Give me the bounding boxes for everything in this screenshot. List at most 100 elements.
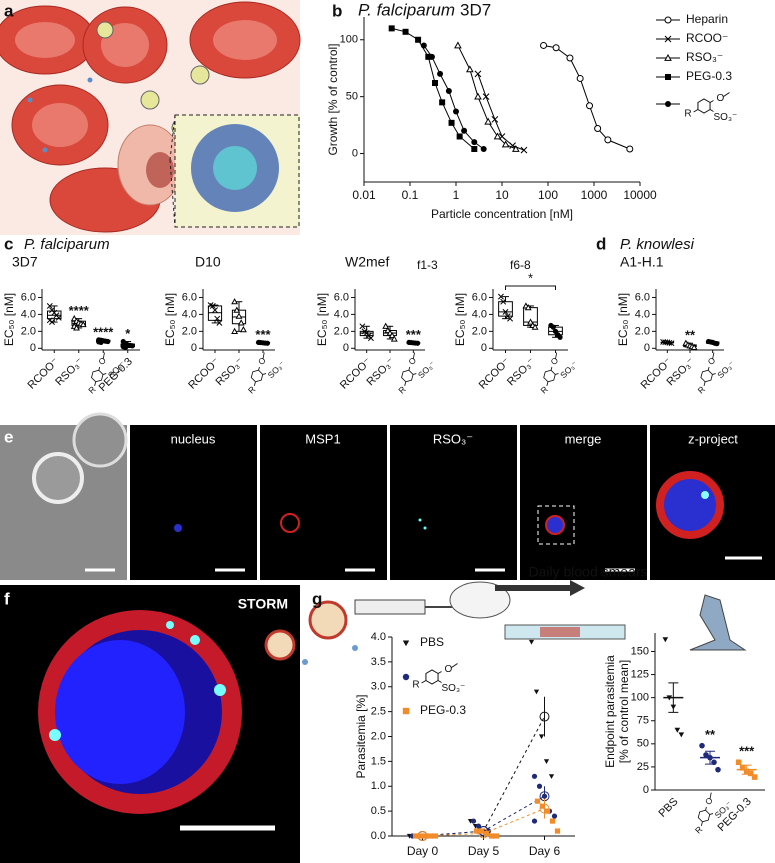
- mean-marker: [539, 803, 550, 814]
- marker: [478, 828, 485, 834]
- significance: **: [685, 328, 696, 343]
- marker: [557, 334, 563, 340]
- y-tick-label: 6.0: [334, 291, 349, 303]
- marker: [231, 327, 239, 334]
- y-tick-label: 25: [637, 761, 649, 773]
- bracket: [505, 285, 556, 290]
- ring: [425, 669, 439, 685]
- image: [520, 425, 647, 580]
- y-tick-label: 2.0: [182, 325, 197, 337]
- image-label: STORM: [238, 596, 288, 612]
- marker: [543, 759, 550, 764]
- marker: [664, 53, 672, 61]
- marker: [235, 312, 243, 319]
- image: [260, 425, 387, 580]
- ring: [543, 369, 556, 383]
- structure-r: R: [86, 384, 97, 395]
- dot: [87, 77, 93, 83]
- marker: [367, 335, 374, 342]
- cell: [72, 412, 128, 468]
- significance: ***: [739, 744, 755, 759]
- dot: [27, 97, 33, 103]
- chart-title: f6-8: [510, 258, 531, 272]
- marker: [233, 306, 241, 313]
- y-tick-label: 4.0: [334, 308, 349, 320]
- marker: [531, 818, 538, 824]
- structure-r: R: [684, 109, 691, 120]
- marker: [402, 640, 410, 647]
- marker: [448, 119, 455, 126]
- marker: [534, 798, 541, 804]
- y-tick-label: 0: [352, 147, 358, 159]
- y-tick-label: 50: [346, 91, 358, 103]
- y-tick-label: 0: [191, 342, 197, 354]
- significance: ***: [406, 327, 422, 342]
- y-tick-label: 0: [30, 342, 36, 354]
- y-tick-label: 4.0: [371, 631, 386, 643]
- marker: [539, 803, 546, 809]
- marker: [699, 742, 705, 749]
- x-tick-label: 1: [453, 188, 460, 202]
- legend-label: RCOO⁻: [686, 31, 728, 45]
- panel-label: g: [312, 589, 322, 608]
- x-tick-label: 10000: [623, 188, 657, 202]
- bond: [550, 366, 553, 371]
- y-tick-label: 2.0: [371, 730, 386, 742]
- bond: [404, 381, 407, 386]
- particle-core: [213, 146, 257, 190]
- x-tick-label: RCOO⁻: [338, 356, 374, 392]
- y-tick-label: 3.5: [371, 656, 386, 668]
- marker: [129, 343, 135, 349]
- marker: [73, 324, 80, 331]
- marker: [531, 323, 539, 330]
- y-tick-label: 4.0: [21, 308, 36, 320]
- x-tick-label: PBS: [656, 796, 680, 820]
- marker: [453, 108, 459, 115]
- signal: [418, 518, 422, 522]
- marker: [484, 117, 493, 125]
- marker: [678, 732, 685, 738]
- signal: [701, 491, 709, 499]
- particle: [140, 90, 160, 110]
- y-axis-label: Endpoint parasitemia: [603, 655, 617, 768]
- y-tick-label: 6.0: [21, 291, 36, 303]
- marker: [105, 338, 111, 345]
- y-tick-label: 0: [644, 342, 650, 354]
- y-tick-label: 4.0: [472, 308, 487, 320]
- significance: *: [125, 326, 131, 341]
- marker: [390, 335, 398, 342]
- image: [390, 425, 517, 580]
- structure-r: R: [538, 384, 549, 395]
- bond: [98, 366, 101, 371]
- zoom-line: [169, 159, 176, 228]
- panel-label: c: [4, 234, 13, 253]
- chart-title: D10: [195, 254, 221, 270]
- y-tick-label: 0: [481, 342, 487, 354]
- marker: [482, 93, 490, 101]
- y-tick-label: 2.5: [371, 706, 386, 718]
- marker: [520, 146, 528, 154]
- bond: [412, 352, 415, 359]
- ring: [700, 369, 713, 383]
- box: [498, 301, 513, 317]
- dot: [302, 659, 308, 665]
- species: P. knowlesi: [620, 236, 695, 253]
- y-axis-label: Growth [% of control]: [326, 43, 340, 155]
- spot: [166, 621, 174, 629]
- structure-r: R: [412, 680, 419, 691]
- y-axis-label: EC₅₀ [nM]: [163, 293, 177, 346]
- panel-label: d: [596, 234, 606, 253]
- marker: [237, 319, 245, 326]
- structure-r: R: [396, 384, 407, 395]
- marker: [594, 125, 602, 133]
- micrographs: [0, 412, 775, 580]
- parasite: [146, 152, 174, 188]
- bond: [693, 109, 699, 113]
- legend-label: PEG-0.3: [420, 703, 466, 717]
- mean-line: [422, 716, 545, 837]
- marker: [49, 319, 55, 325]
- marker: [528, 639, 535, 645]
- bond: [709, 100, 714, 103]
